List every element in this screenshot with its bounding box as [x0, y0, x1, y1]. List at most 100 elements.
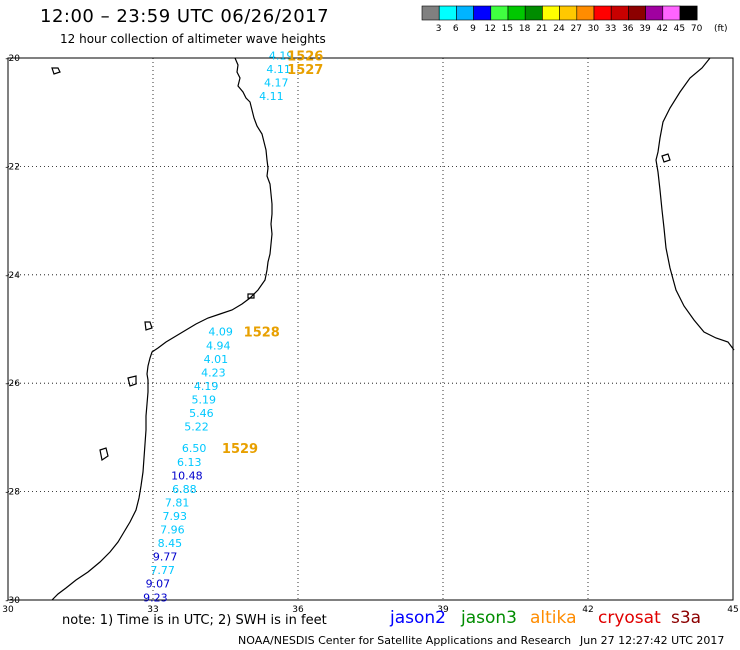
generation-timestamp: Jun 27 12:27:42 UTC 2017: [580, 634, 725, 647]
island: [247, 293, 255, 299]
legend-swatch: [628, 5, 646, 21]
legend-swatch: [456, 5, 474, 21]
legend-label: 27: [570, 24, 581, 34]
legend-swatch: [473, 5, 492, 21]
legend-swatch: [507, 5, 526, 21]
wave-height-value: 7.77: [150, 564, 175, 577]
wave-height-value: 6.88: [172, 483, 197, 496]
satellite-name: jason3: [461, 608, 517, 628]
wave-height-value: 8.45: [158, 537, 183, 550]
legend-swatch: [576, 5, 595, 21]
legend-label: 33: [605, 24, 616, 34]
pass-number: 1526: [287, 49, 323, 64]
wave-height-value: 4.94: [206, 339, 231, 352]
wave-height-value: 6.13: [177, 456, 202, 469]
axis-tick-labels: 30 33 36 39 42 45 -20 -22 -24 -26 -28 -30: [2, 54, 738, 615]
legend-swatch: [438, 5, 457, 21]
legend-swatch: [679, 5, 698, 21]
wave-height-value: 4.01: [204, 353, 229, 366]
legend-label: 12: [484, 24, 495, 34]
satellite-name: jason2: [390, 608, 446, 628]
legend-label: 18: [519, 24, 531, 34]
satellite-name: cryosat: [598, 608, 661, 628]
wave-height-value: 9.77: [153, 551, 178, 564]
legend-unit: (ft): [714, 24, 728, 34]
island: [99, 447, 109, 461]
african-coastline: [51, 57, 273, 601]
legend-label: 6: [453, 24, 459, 34]
wave-height-value: 10.48: [171, 469, 203, 482]
wave-height-value: 4.19: [194, 380, 219, 393]
longitude-tick-label: 36: [292, 605, 304, 615]
wave-height-value: 4.23: [201, 366, 226, 379]
wave-height-value: 4.19: [269, 49, 294, 62]
legend-label: 3: [436, 24, 442, 34]
island: [144, 321, 153, 331]
legend-label: 15: [502, 24, 513, 34]
map-title: 12:00 – 23:59 UTC 06/26/2017: [40, 6, 330, 27]
satellite-name: s3a: [671, 608, 702, 628]
units-note: note: 1) Time is in UTC; 2) SWH is in fe…: [62, 613, 327, 628]
legend-swatch: [490, 5, 509, 21]
legend-swatch: [559, 5, 578, 21]
wave-height-value: 4.11: [259, 90, 284, 103]
legend-swatch: [645, 5, 664, 21]
legend-label: 9: [470, 24, 476, 34]
legend-swatch: [610, 5, 629, 21]
legend-swatch: [542, 5, 560, 21]
wave-height-value: 5.46: [189, 407, 214, 420]
graticule: [7, 57, 734, 601]
longitude-tick-label: 33: [147, 605, 158, 615]
legend-label: 45: [674, 24, 685, 34]
madagascar-coastline: [655, 57, 735, 351]
longitude-tick-label: 42: [582, 605, 593, 615]
latitude-tick-label: -24: [5, 271, 20, 281]
island: [127, 375, 137, 387]
wave-height-value: 5.22: [184, 421, 209, 434]
wave-height-value: 9.07: [146, 578, 171, 591]
wave-height-value: 4.09: [208, 326, 233, 339]
legend-label: 36: [622, 24, 634, 34]
legend-label: 39: [639, 24, 651, 34]
pass-number: 1528: [244, 326, 280, 341]
legend-label: 70: [691, 24, 703, 34]
legend-label: 21: [536, 24, 547, 34]
wave-height-value: 7.96: [160, 524, 185, 537]
legend-swatch: [421, 5, 440, 21]
color-legend: 3 6 9 12 15 18 21 24 27 30 33 36 39 42 45 70 (ft): [421, 5, 728, 34]
legend-label: 24: [553, 24, 565, 34]
madagascar-islet: [661, 153, 671, 163]
map-subtitle: 12 hour collection of altimeter wave hei…: [60, 32, 326, 46]
coastline: [51, 57, 735, 601]
wave-height-value: 4.11: [266, 63, 291, 76]
legend-swatch: [524, 5, 543, 21]
pass-number: 1527: [287, 63, 323, 78]
satellite-name: altika: [530, 608, 577, 628]
latitude-tick-label: -30: [5, 596, 20, 606]
wave-height-value: 7.93: [163, 510, 188, 523]
wave-height-value: 6.50: [182, 442, 207, 455]
wave-height-value: 4.17: [264, 76, 289, 89]
latitude-tick-label: -26: [5, 379, 20, 389]
legend-swatch: [662, 5, 681, 21]
legend-label: 30: [588, 24, 600, 34]
legend-swatch: [593, 5, 612, 21]
island: [51, 67, 61, 75]
latitude-tick-label: -22: [5, 162, 20, 172]
wave-height-value: 5.19: [192, 393, 217, 406]
latitude-tick-label: -20: [5, 54, 20, 64]
latitude-tick-label: -28: [5, 488, 20, 498]
map-frame: [7, 57, 734, 601]
pass-number: 1529: [222, 442, 258, 457]
credit-line: NOAA/NESDIS Center for Satellite Applica…: [238, 634, 572, 647]
legend-label: 42: [656, 24, 667, 34]
wave-height-value: 9.23: [143, 591, 168, 604]
longitude-tick-label: 30: [2, 605, 14, 615]
wave-height-value: 7.81: [165, 496, 190, 509]
longitude-tick-label: 45: [727, 605, 738, 615]
longitude-tick-label: 39: [437, 605, 449, 615]
wave-height-labels: 4.194.114.174.114.094.944.014.234.195.19…: [143, 49, 293, 604]
